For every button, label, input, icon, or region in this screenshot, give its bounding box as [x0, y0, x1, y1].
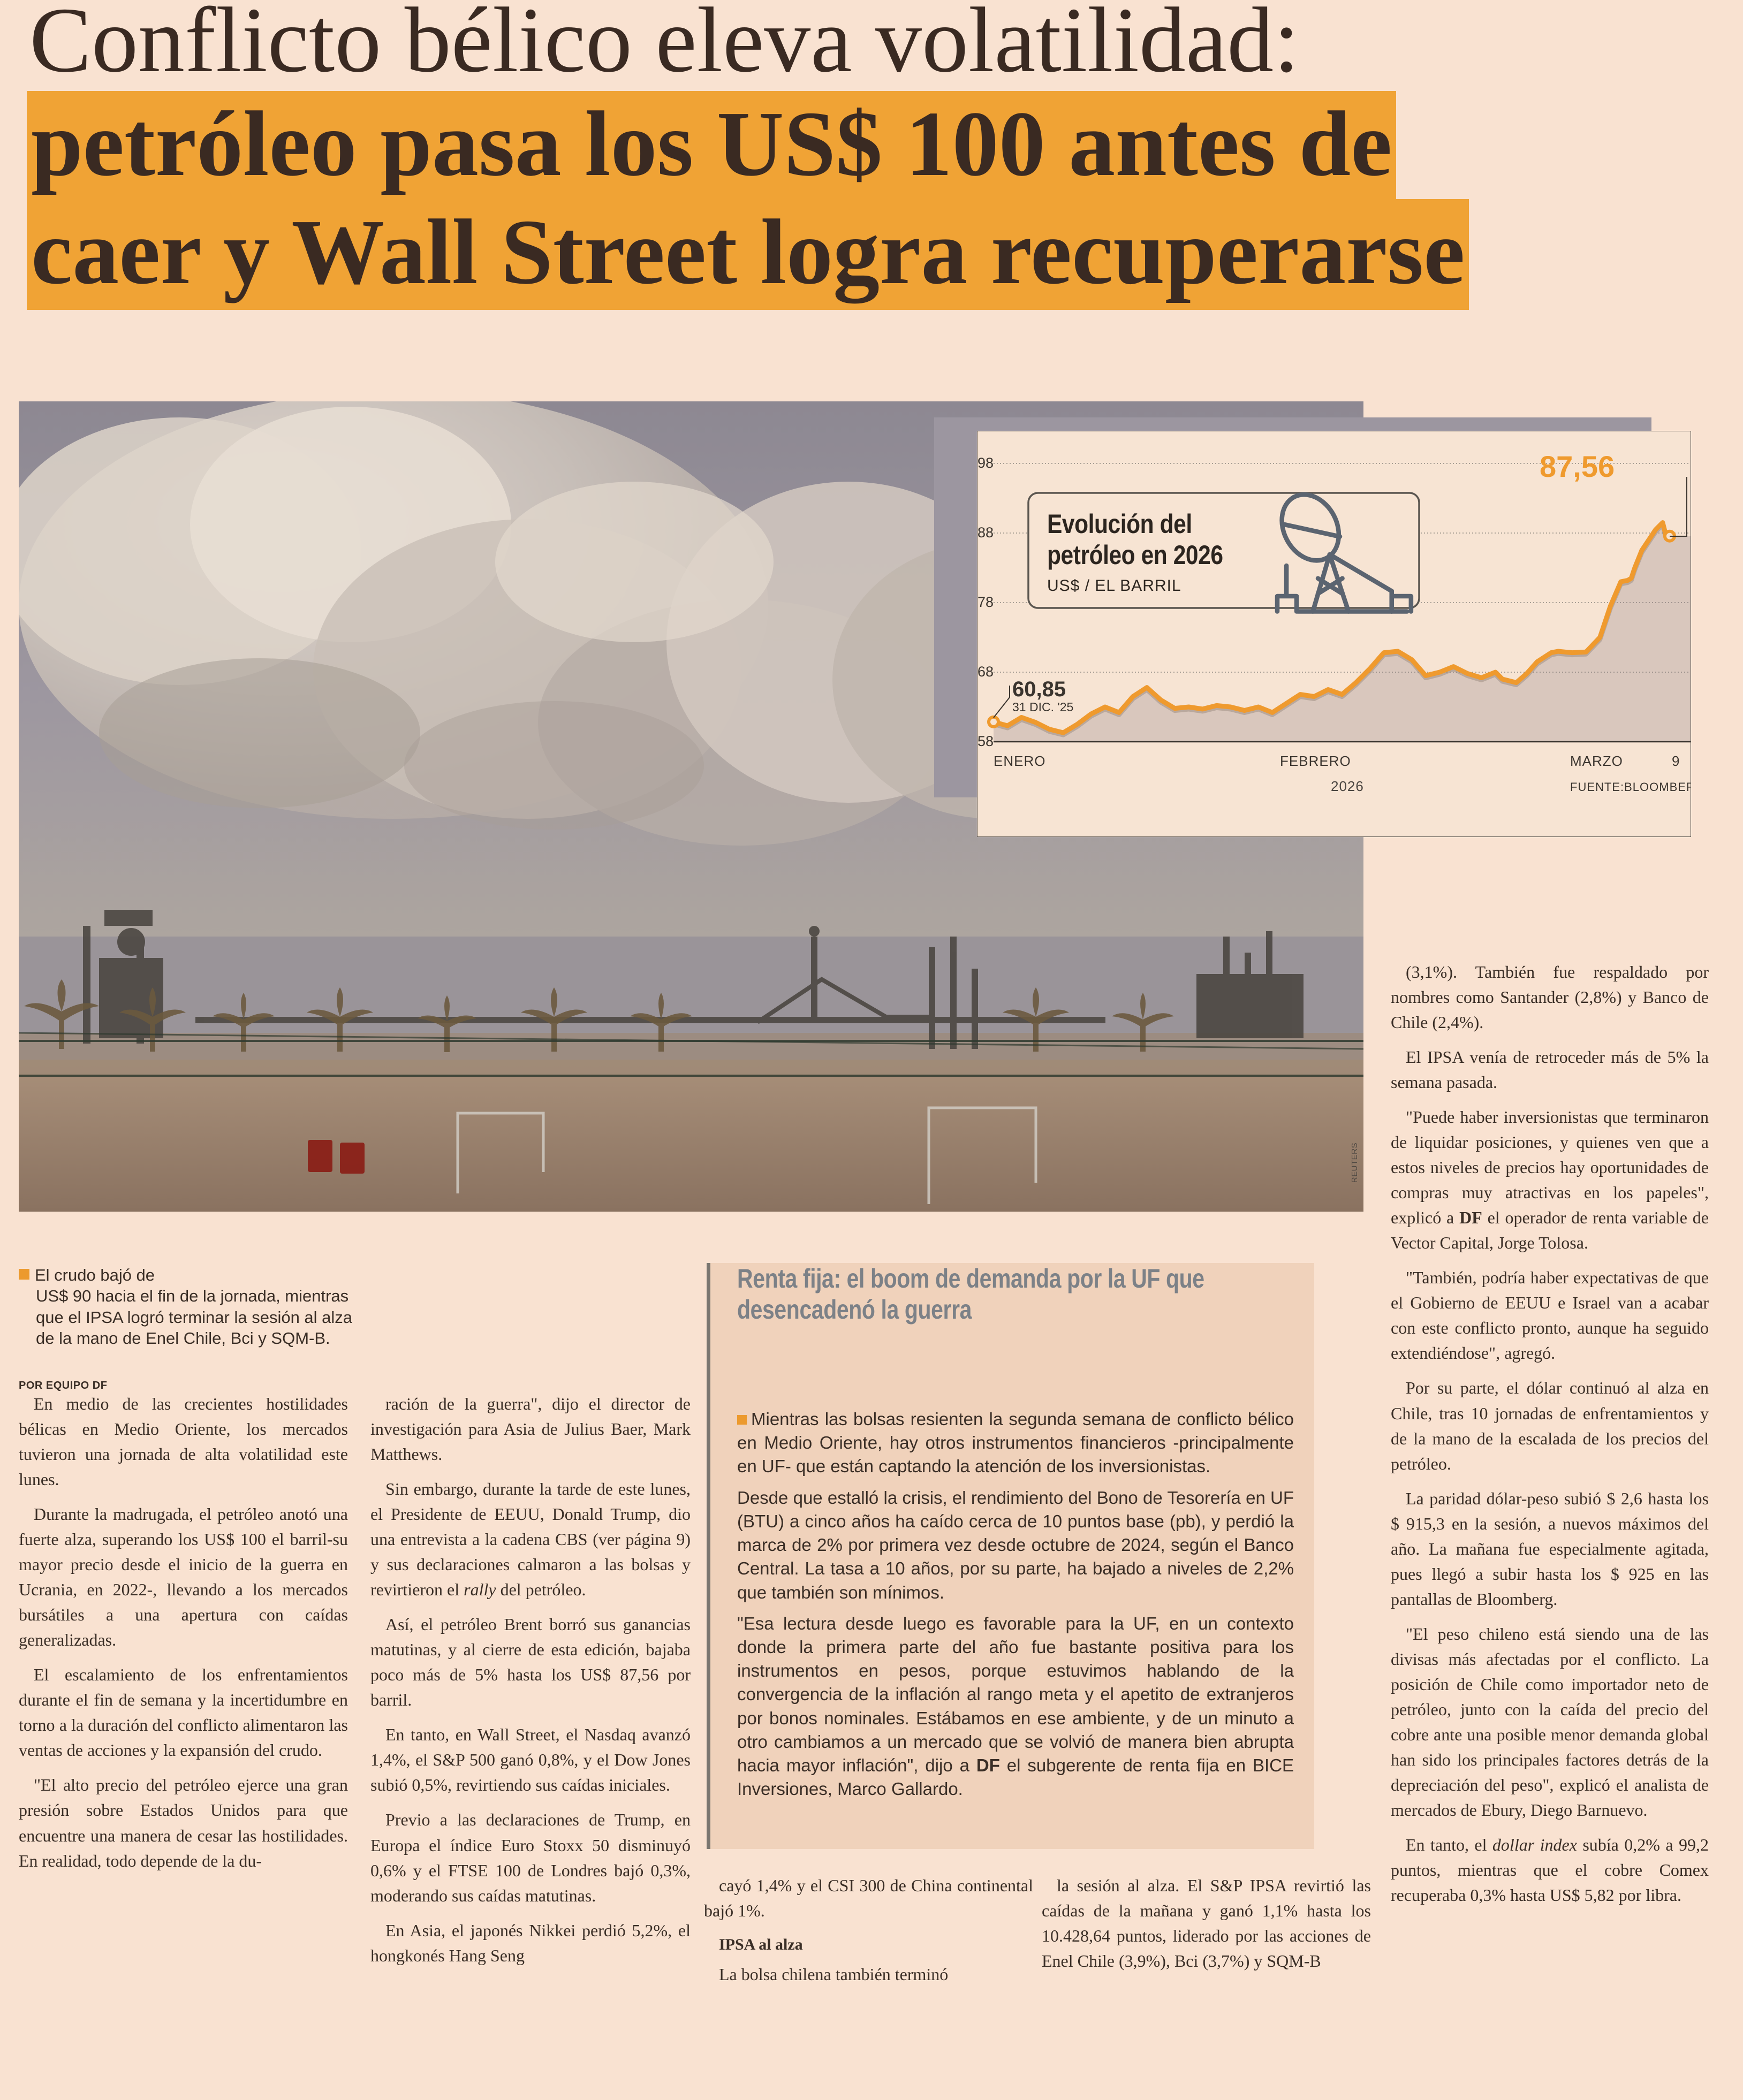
svg-text:98: 98 [977, 455, 994, 471]
svg-text:ENERO: ENERO [994, 753, 1045, 769]
svg-text:9: 9 [1672, 753, 1680, 769]
svg-text:87,56: 87,56 [1540, 450, 1615, 483]
svg-text:Evolución del: Evolución del [1047, 509, 1192, 539]
svg-text:58: 58 [977, 733, 994, 749]
svg-text:31 DIC. '25: 31 DIC. '25 [1012, 700, 1073, 714]
svg-text:MARZO: MARZO [1570, 753, 1623, 769]
svg-text:FUENTE:BLOOMBERG: FUENTE:BLOOMBERG [1570, 780, 1691, 794]
svg-text:68: 68 [977, 664, 994, 680]
svg-text:88: 88 [977, 524, 994, 541]
svg-text:60,85: 60,85 [1012, 678, 1066, 701]
svg-text:FEBRERO: FEBRERO [1280, 753, 1351, 769]
svg-text:2026: 2026 [1331, 778, 1364, 794]
svg-text:78: 78 [977, 594, 994, 610]
svg-text:US$ / EL BARRIL: US$ / EL BARRIL [1047, 577, 1181, 595]
svg-text:petróleo en 2026: petróleo en 2026 [1047, 540, 1223, 570]
